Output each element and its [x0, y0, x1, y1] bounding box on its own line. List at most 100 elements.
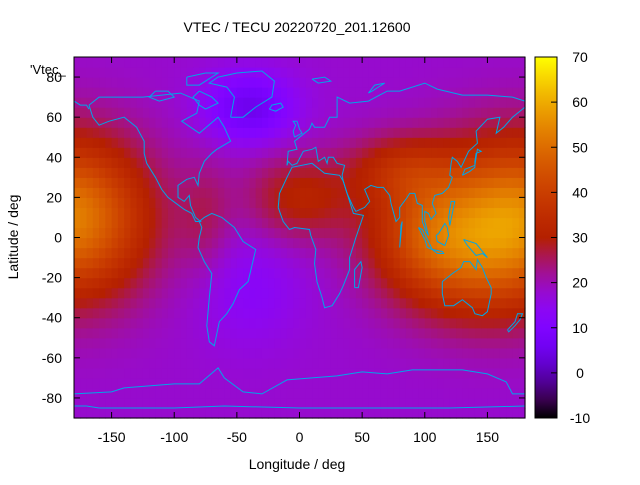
- heatmap-cell: [111, 287, 119, 299]
- heatmap-cell: [431, 257, 438, 269]
- heatmap-cell: [142, 327, 150, 339]
- heatmap-cell: [393, 367, 401, 379]
- heatmap-cell: [224, 147, 232, 158]
- heatmap-cell: [224, 187, 232, 198]
- heatmap-cell: [424, 287, 432, 299]
- heatmap-cell: [318, 167, 326, 178]
- heatmap-cell: [487, 267, 495, 279]
- heatmap-cell: [268, 257, 276, 269]
- heatmap-cell: [362, 317, 369, 329]
- heatmap-cell: [462, 157, 470, 168]
- heatmap-cell: [105, 387, 113, 399]
- heatmap-cell: [324, 167, 332, 178]
- heatmap-cell: [180, 407, 188, 419]
- heatmap-cell: [193, 347, 200, 359]
- heatmap-cell: [412, 157, 420, 168]
- heatmap-cell: [349, 217, 357, 229]
- heatmap-cell: [449, 107, 457, 118]
- heatmap-cell: [249, 277, 257, 289]
- heatmap-cell: [236, 147, 244, 158]
- heatmap-cell: [343, 247, 351, 259]
- heatmap-cell: [293, 207, 301, 219]
- heatmap-cell: [186, 317, 194, 329]
- heatmap-cell: [117, 317, 125, 329]
- heatmap-cell: [437, 367, 445, 379]
- heatmap-cell: [268, 377, 276, 389]
- heatmap-cell: [74, 357, 81, 369]
- heatmap-cell: [493, 387, 501, 399]
- heatmap-cell: [312, 337, 319, 349]
- heatmap-cell: [431, 217, 438, 229]
- heatmap-cell: [349, 117, 357, 128]
- heatmap-cell: [412, 77, 420, 88]
- heatmap-cell: [249, 347, 257, 359]
- heatmap-cell: [443, 187, 451, 198]
- heatmap-cell: [243, 147, 250, 158]
- heatmap-cell: [380, 397, 388, 409]
- heatmap-cell: [506, 337, 514, 349]
- heatmap-cell: [218, 157, 225, 168]
- heatmap-cell: [349, 387, 357, 399]
- heatmap-cell: [374, 147, 382, 158]
- heatmap-cell: [468, 377, 476, 389]
- heatmap-cell: [518, 397, 526, 409]
- heatmap-cell: [318, 387, 326, 399]
- heatmap-cell: [337, 337, 344, 349]
- heatmap-cell: [462, 407, 470, 419]
- heatmap-cell: [299, 87, 307, 98]
- heatmap-cell: [74, 287, 81, 299]
- heatmap-cell: [518, 87, 526, 98]
- heatmap-cell: [305, 167, 313, 178]
- heatmap-cell: [449, 97, 457, 108]
- heatmap-cell: [105, 97, 113, 108]
- heatmap-cell: [355, 287, 363, 299]
- heatmap-cell: [330, 87, 338, 98]
- heatmap-cell: [86, 267, 94, 279]
- heatmap-cell: [218, 87, 225, 98]
- heatmap-cell: [218, 227, 225, 239]
- heatmap-cell: [268, 387, 276, 399]
- heatmap-cell: [462, 327, 470, 339]
- heatmap-cell: [186, 177, 194, 188]
- heatmap-cell: [518, 117, 526, 128]
- heatmap-cell: [412, 387, 420, 399]
- heatmap-cell: [261, 387, 269, 399]
- heatmap-cell: [449, 377, 457, 389]
- colorbar-tick-label: 70: [572, 49, 588, 65]
- coastline: [73, 367, 525, 395]
- heatmap-cell: [349, 357, 357, 369]
- heatmap-cell: [456, 217, 463, 229]
- heatmap-cell: [362, 177, 369, 188]
- heatmap-cell: [230, 117, 238, 128]
- heatmap-cell: [474, 237, 482, 249]
- heatmap-cell: [261, 317, 269, 329]
- heatmap-cell: [405, 287, 413, 299]
- heatmap-cell: [312, 367, 319, 379]
- heatmap-cell: [136, 167, 144, 178]
- heatmap-cell: [293, 357, 301, 369]
- heatmap-cell: [180, 57, 188, 68]
- heatmap-cell: [261, 207, 269, 219]
- heatmap-cell: [405, 117, 413, 128]
- heatmap-cell: [443, 97, 451, 108]
- heatmap-cell: [443, 247, 451, 259]
- heatmap-cell: [299, 77, 307, 88]
- heatmap-cell: [142, 267, 150, 279]
- heatmap-cell: [230, 397, 238, 409]
- heatmap-cell: [431, 197, 438, 209]
- heatmap-cell: [130, 337, 138, 349]
- heatmap-cell: [456, 87, 463, 98]
- heatmap-cell: [424, 377, 432, 389]
- heatmap-cell: [86, 407, 94, 419]
- heatmap-cell: [412, 317, 420, 329]
- heatmap-cell: [261, 197, 269, 209]
- heatmap-cell: [431, 407, 438, 419]
- heatmap-cell: [493, 377, 501, 389]
- heatmap-cell: [293, 77, 301, 88]
- heatmap-cell: [431, 167, 438, 178]
- heatmap-cell: [518, 337, 526, 349]
- heatmap-cell: [437, 97, 445, 108]
- heatmap-cell: [130, 147, 138, 158]
- heatmap-cell: [431, 147, 438, 158]
- heatmap-cell: [318, 367, 326, 379]
